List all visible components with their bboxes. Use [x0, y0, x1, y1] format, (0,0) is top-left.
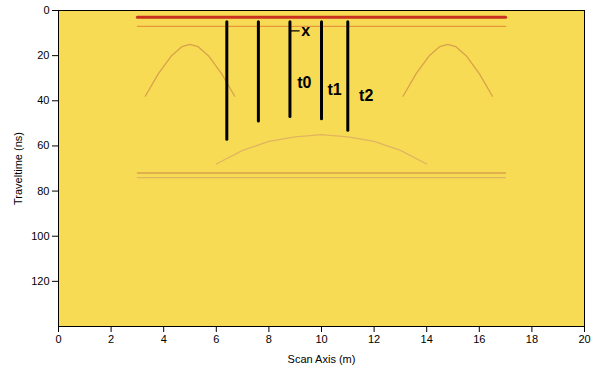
- svg-text:40: 40: [37, 94, 49, 106]
- svg-text:60: 60: [37, 139, 49, 151]
- svg-text:t2: t2: [359, 87, 373, 104]
- svg-text:8: 8: [266, 333, 272, 345]
- svg-text:10: 10: [315, 333, 327, 345]
- svg-text:x: x: [301, 22, 310, 39]
- svg-text:100: 100: [31, 230, 49, 242]
- svg-text:Traveltime (ns): Traveltime (ns): [12, 132, 24, 205]
- svg-text:20: 20: [37, 49, 49, 61]
- svg-text:t0: t0: [297, 74, 311, 91]
- svg-text:4: 4: [161, 333, 167, 345]
- svg-text:0: 0: [55, 333, 61, 345]
- svg-text:14: 14: [421, 333, 433, 345]
- svg-text:Scan Axis (m): Scan Axis (m): [288, 353, 356, 365]
- svg-text:2: 2: [108, 333, 114, 345]
- svg-text:120: 120: [31, 275, 49, 287]
- svg-text:16: 16: [473, 333, 485, 345]
- svg-text:80: 80: [37, 185, 49, 197]
- svg-text:6: 6: [213, 333, 219, 345]
- svg-text:12: 12: [368, 333, 380, 345]
- svg-text:0: 0: [43, 4, 49, 16]
- svg-text:18: 18: [526, 333, 538, 345]
- svg-text:t1: t1: [328, 81, 342, 98]
- svg-text:20: 20: [578, 333, 590, 345]
